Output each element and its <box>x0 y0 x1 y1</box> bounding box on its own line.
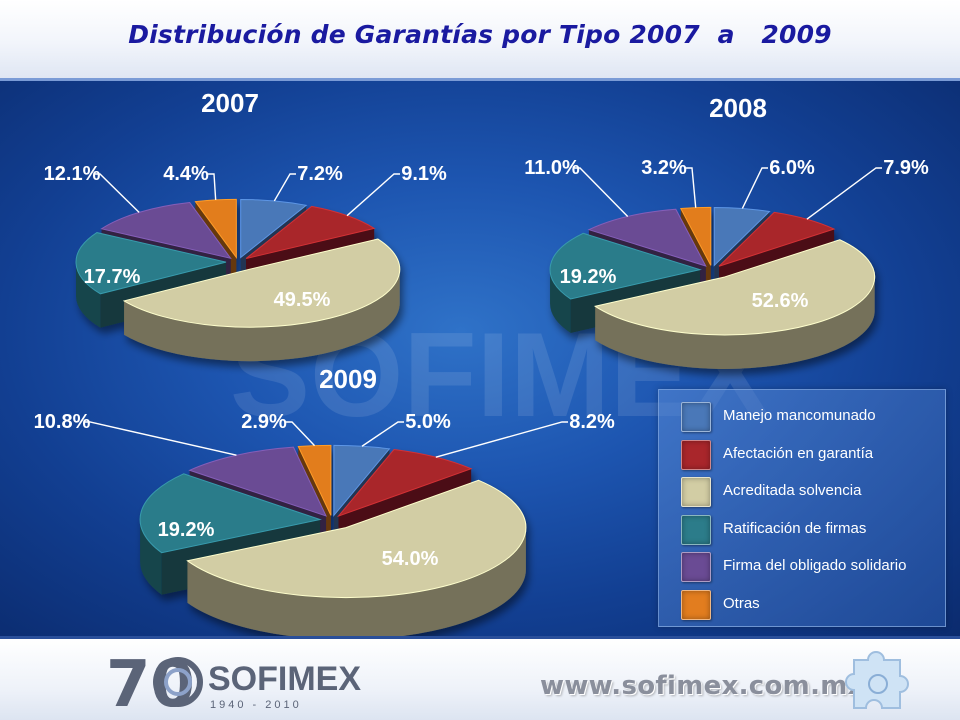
pie-slice <box>245 205 376 260</box>
pie-slice <box>336 448 473 518</box>
legend-label: Ratificación de firmas <box>723 519 867 537</box>
header-bar: Distribución de Garantías por Tipo 2007 … <box>0 0 960 81</box>
pie-slice <box>587 208 707 267</box>
leader-line <box>361 421 404 447</box>
leader-line <box>574 167 629 217</box>
legend-item: Firma del obligado solidario <box>681 552 941 584</box>
data-label: 54.0% <box>382 548 439 570</box>
legend-swatch <box>681 552 711 582</box>
data-label: 6.0% <box>769 157 815 179</box>
legend-swatch <box>681 439 711 470</box>
legend-item: Manejo mancomunado <box>681 402 941 434</box>
leader-line <box>84 421 237 456</box>
legend-swatch <box>681 402 711 432</box>
legend-item: Acreditada solvencia <box>681 477 941 509</box>
pie-slice <box>188 446 327 517</box>
pie-slice <box>100 201 232 260</box>
logo-name: SOFIMEX <box>208 660 361 698</box>
legend-item: Afectación en garantía <box>681 439 941 472</box>
leader-line <box>346 173 400 217</box>
pie-slice <box>333 444 391 517</box>
pie-slice <box>122 238 401 328</box>
pie-charts: 7.2% 9.1% 49.5% 17.7% 12.1% 4.4% 2007 6.0% 7.9% 5… <box>34 88 929 640</box>
pie-slice-rim <box>595 276 875 369</box>
legend-label: Firma del obligado solidario <box>723 557 907 574</box>
leader-line <box>435 421 568 458</box>
pie-slice-rim <box>187 527 526 640</box>
legend: Manejo mancomunado Afectación en garantía… <box>658 389 946 627</box>
data-label: 5.0% <box>405 411 451 433</box>
data-label: 10.8% <box>34 411 91 433</box>
data-label: 3.2% <box>641 157 687 179</box>
pie-slice <box>194 198 237 259</box>
leader-line <box>286 421 316 447</box>
pie-slice-rim <box>140 519 162 595</box>
data-label: 11.0% <box>524 157 580 179</box>
legend-swatch <box>681 589 711 620</box>
slide-title: Distribución de Garantías por Tipo 2007 … <box>128 20 832 49</box>
legend-label: Manejo mancomunado <box>723 407 876 424</box>
legend-label: Otras <box>723 594 760 612</box>
pie-labels: 7.2% 9.1% 49.5% 17.7% 12.1% 4.4% <box>44 163 447 311</box>
logo-years: 1940 - 2010 <box>210 699 302 711</box>
pie-slice <box>297 444 332 516</box>
puzzle-piece-icon <box>845 651 909 709</box>
legend-item: Otras <box>681 589 941 622</box>
leader-line <box>741 167 768 209</box>
leader-line <box>273 173 296 202</box>
data-label: 7.9% <box>883 157 929 179</box>
legend-swatch <box>681 514 711 545</box>
pie-chart-2008 <box>549 206 876 369</box>
data-label: 17.7% <box>84 266 141 288</box>
chart-title: 2007 <box>201 88 259 118</box>
pie-chart-2007 <box>75 198 401 362</box>
data-label: 52.6% <box>752 290 809 312</box>
pie-slice <box>240 198 308 259</box>
leader-line <box>806 167 882 220</box>
leader-line <box>208 173 217 201</box>
pie-slice <box>718 211 836 267</box>
chart-title: 2008 <box>709 93 767 123</box>
data-label: 9.1% <box>401 163 447 185</box>
pie-labels: 6.0% 7.9% 52.6% 19.2% 11.0% 3.2% <box>524 157 929 312</box>
pie-slice <box>593 239 876 336</box>
legend-label: Afectación en garantía <box>723 444 874 462</box>
pie-slice-rim <box>124 269 400 362</box>
leader-line <box>94 173 140 213</box>
chart-title: 2009 <box>319 364 377 394</box>
pie-slice <box>75 232 227 295</box>
pie-slice <box>186 479 527 599</box>
website-link[interactable]: www.sofimex.com.mx <box>540 671 865 701</box>
footer-bar <box>0 636 960 720</box>
legend-swatch <box>681 477 711 507</box>
data-label: 19.2% <box>158 519 215 541</box>
pie-slice <box>549 232 702 300</box>
pie-labels: 5.0% 8.2% 54.0% 19.2% 10.8% 2.9% <box>34 411 615 570</box>
data-label: 12.1% <box>44 163 101 185</box>
leader-line <box>686 167 697 208</box>
legend-label: Acreditada solvencia <box>723 482 862 499</box>
pie-chart-2009 <box>139 444 527 640</box>
data-label: 2.9% <box>241 411 287 433</box>
logo-emblem <box>153 657 203 707</box>
data-label: 8.2% <box>569 411 615 433</box>
data-label: 7.2% <box>297 163 343 185</box>
pie-slice <box>139 473 322 554</box>
legend-item: Ratificación de firmas <box>681 514 941 547</box>
data-label: 4.4% <box>163 163 209 185</box>
data-label: 49.5% <box>274 289 331 311</box>
data-label: 19.2% <box>560 266 617 288</box>
sofimex-70-logo: 70 SOFIMEX 1940 - 2010 <box>106 648 361 716</box>
